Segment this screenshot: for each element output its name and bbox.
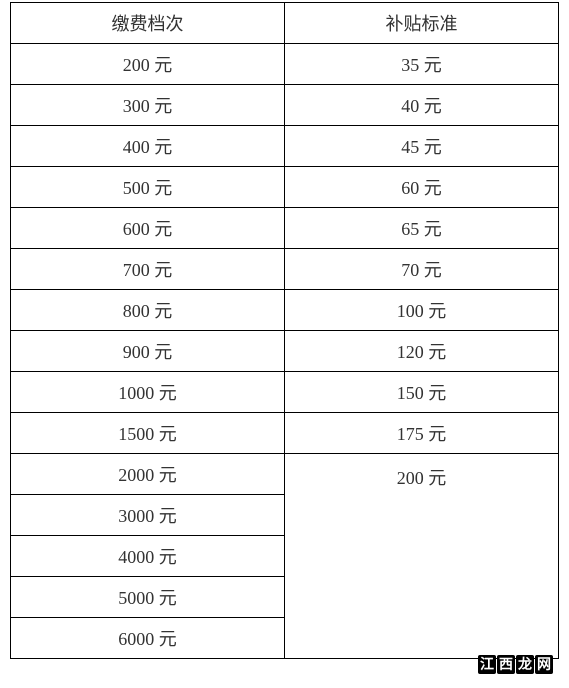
cell-level: 700 元 xyxy=(11,249,285,290)
table-row: 900 元 120 元 xyxy=(11,331,559,372)
watermark: 江 西 龙 网 xyxy=(478,655,553,674)
cell-level: 4000 元 xyxy=(11,536,285,577)
cell-subsidy: 45 元 xyxy=(285,126,559,167)
cell-level: 900 元 xyxy=(11,331,285,372)
cell-level: 1500 元 xyxy=(11,413,285,454)
cell-level: 6000 元 xyxy=(11,618,285,659)
watermark-char: 网 xyxy=(535,655,553,674)
cell-level: 200 元 xyxy=(11,44,285,85)
watermark-char: 龙 xyxy=(516,655,534,674)
cell-subsidy: 65 元 xyxy=(285,208,559,249)
cell-subsidy: 40 元 xyxy=(285,85,559,126)
cell-level: 600 元 xyxy=(11,208,285,249)
table-header-row: 缴费档次 补贴标准 xyxy=(11,3,559,44)
cell-subsidy: 175 元 xyxy=(285,413,559,454)
table-row: 1000 元 150 元 xyxy=(11,372,559,413)
cell-subsidy: 60 元 xyxy=(285,167,559,208)
cell-subsidy: 70 元 xyxy=(285,249,559,290)
cell-level: 500 元 xyxy=(11,167,285,208)
cell-subsidy: 35 元 xyxy=(285,44,559,85)
watermark-char: 江 xyxy=(478,655,496,674)
cell-subsidy: 150 元 xyxy=(285,372,559,413)
table-row: 800 元 100 元 xyxy=(11,290,559,331)
table-row: 200 元 35 元 xyxy=(11,44,559,85)
cell-level: 800 元 xyxy=(11,290,285,331)
cell-level: 2000 元 xyxy=(11,454,285,495)
table-row: 300 元 40 元 xyxy=(11,85,559,126)
cell-level: 3000 元 xyxy=(11,495,285,536)
cell-subsidy: 120 元 xyxy=(285,331,559,372)
subsidy-table: 缴费档次 补贴标准 200 元 35 元 300 元 40 元 400 元 45… xyxy=(10,2,559,659)
table-row: 600 元 65 元 xyxy=(11,208,559,249)
cell-level: 300 元 xyxy=(11,85,285,126)
table-row: 500 元 60 元 xyxy=(11,167,559,208)
cell-level: 5000 元 xyxy=(11,577,285,618)
table-container: 缴费档次 补贴标准 200 元 35 元 300 元 40 元 400 元 45… xyxy=(0,0,569,669)
cell-subsidy: 100 元 xyxy=(285,290,559,331)
cell-level: 400 元 xyxy=(11,126,285,167)
header-level: 缴费档次 xyxy=(11,3,285,44)
table-row: 400 元 45 元 xyxy=(11,126,559,167)
table-row: 1500 元 175 元 xyxy=(11,413,559,454)
table-row: 2000 元 200 元 xyxy=(11,454,559,495)
table-row: 700 元 70 元 xyxy=(11,249,559,290)
cell-level: 1000 元 xyxy=(11,372,285,413)
cell-subsidy-merged: 200 元 xyxy=(285,454,559,659)
watermark-char: 西 xyxy=(497,655,515,674)
header-subsidy: 补贴标准 xyxy=(285,3,559,44)
